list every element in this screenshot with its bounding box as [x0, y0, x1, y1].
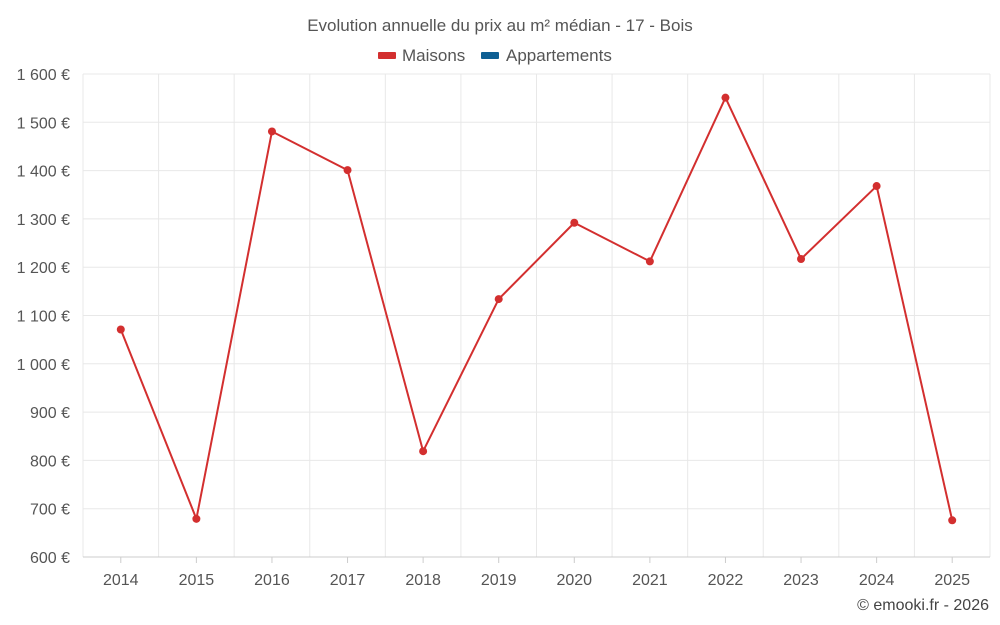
x-tick-label: 2014 [103, 572, 139, 589]
data-point[interactable] [797, 254, 806, 263]
x-tick-label: 2025 [934, 572, 970, 589]
data-point[interactable] [721, 93, 730, 102]
y-tick-label: 1 200 € [17, 260, 70, 277]
axes: 600 € 700 € 800 € 900 € 1 000 € 1 100 € 1 200 … [17, 67, 990, 589]
data-point[interactable] [267, 127, 276, 136]
y-tick-label: 1 400 € [17, 164, 70, 181]
credit-text: © emooki.fr - 2026 [857, 597, 989, 614]
legend-item-appartements[interactable]: Appartements [481, 46, 612, 65]
chart-title: Evolution annuelle du prix au m² médian … [307, 16, 693, 35]
x-tick-label: 2018 [405, 572, 441, 589]
y-tick-label: 800 € [30, 453, 70, 470]
x-tick-label: 2020 [556, 572, 592, 589]
legend: Maisons Appartements [378, 46, 612, 65]
y-tick-label: 1 500 € [17, 115, 70, 132]
y-tick-label: 900 € [30, 405, 70, 422]
data-point[interactable] [419, 447, 428, 456]
x-tick-label: 2024 [859, 572, 895, 589]
legend-swatch-appartements [481, 52, 499, 59]
legend-swatch-maisons [378, 52, 396, 59]
x-tick-label: 2015 [179, 572, 215, 589]
x-tick-label: 2017 [330, 572, 366, 589]
data-point[interactable] [872, 182, 881, 191]
y-tick-label: 600 € [30, 550, 70, 567]
x-tick-label: 2023 [783, 572, 819, 589]
legend-label-appartements: Appartements [506, 46, 612, 65]
series-line-maisons [119, 96, 954, 521]
y-tick-label: 700 € [30, 502, 70, 519]
x-tick-label: 2019 [481, 572, 517, 589]
data-point[interactable] [948, 516, 957, 525]
x-tick-label: 2022 [708, 572, 744, 589]
x-tick-label: 2016 [254, 572, 290, 589]
data-point[interactable] [494, 295, 503, 304]
grid [82, 73, 991, 558]
data-point[interactable] [570, 218, 579, 227]
data-point[interactable] [645, 257, 654, 266]
legend-label-maisons: Maisons [402, 46, 465, 65]
data-point[interactable] [116, 325, 125, 334]
y-tick-label: 1 000 € [17, 357, 70, 374]
data-point[interactable] [343, 166, 352, 175]
y-tick-label: 1 300 € [17, 212, 70, 229]
y-tick-label: 1 100 € [17, 309, 70, 326]
series-maisons [116, 93, 957, 525]
y-tick-label: 1 600 € [17, 67, 70, 84]
x-tick-label: 2021 [632, 572, 668, 589]
legend-item-maisons[interactable]: Maisons [378, 46, 465, 65]
data-point[interactable] [192, 514, 201, 523]
